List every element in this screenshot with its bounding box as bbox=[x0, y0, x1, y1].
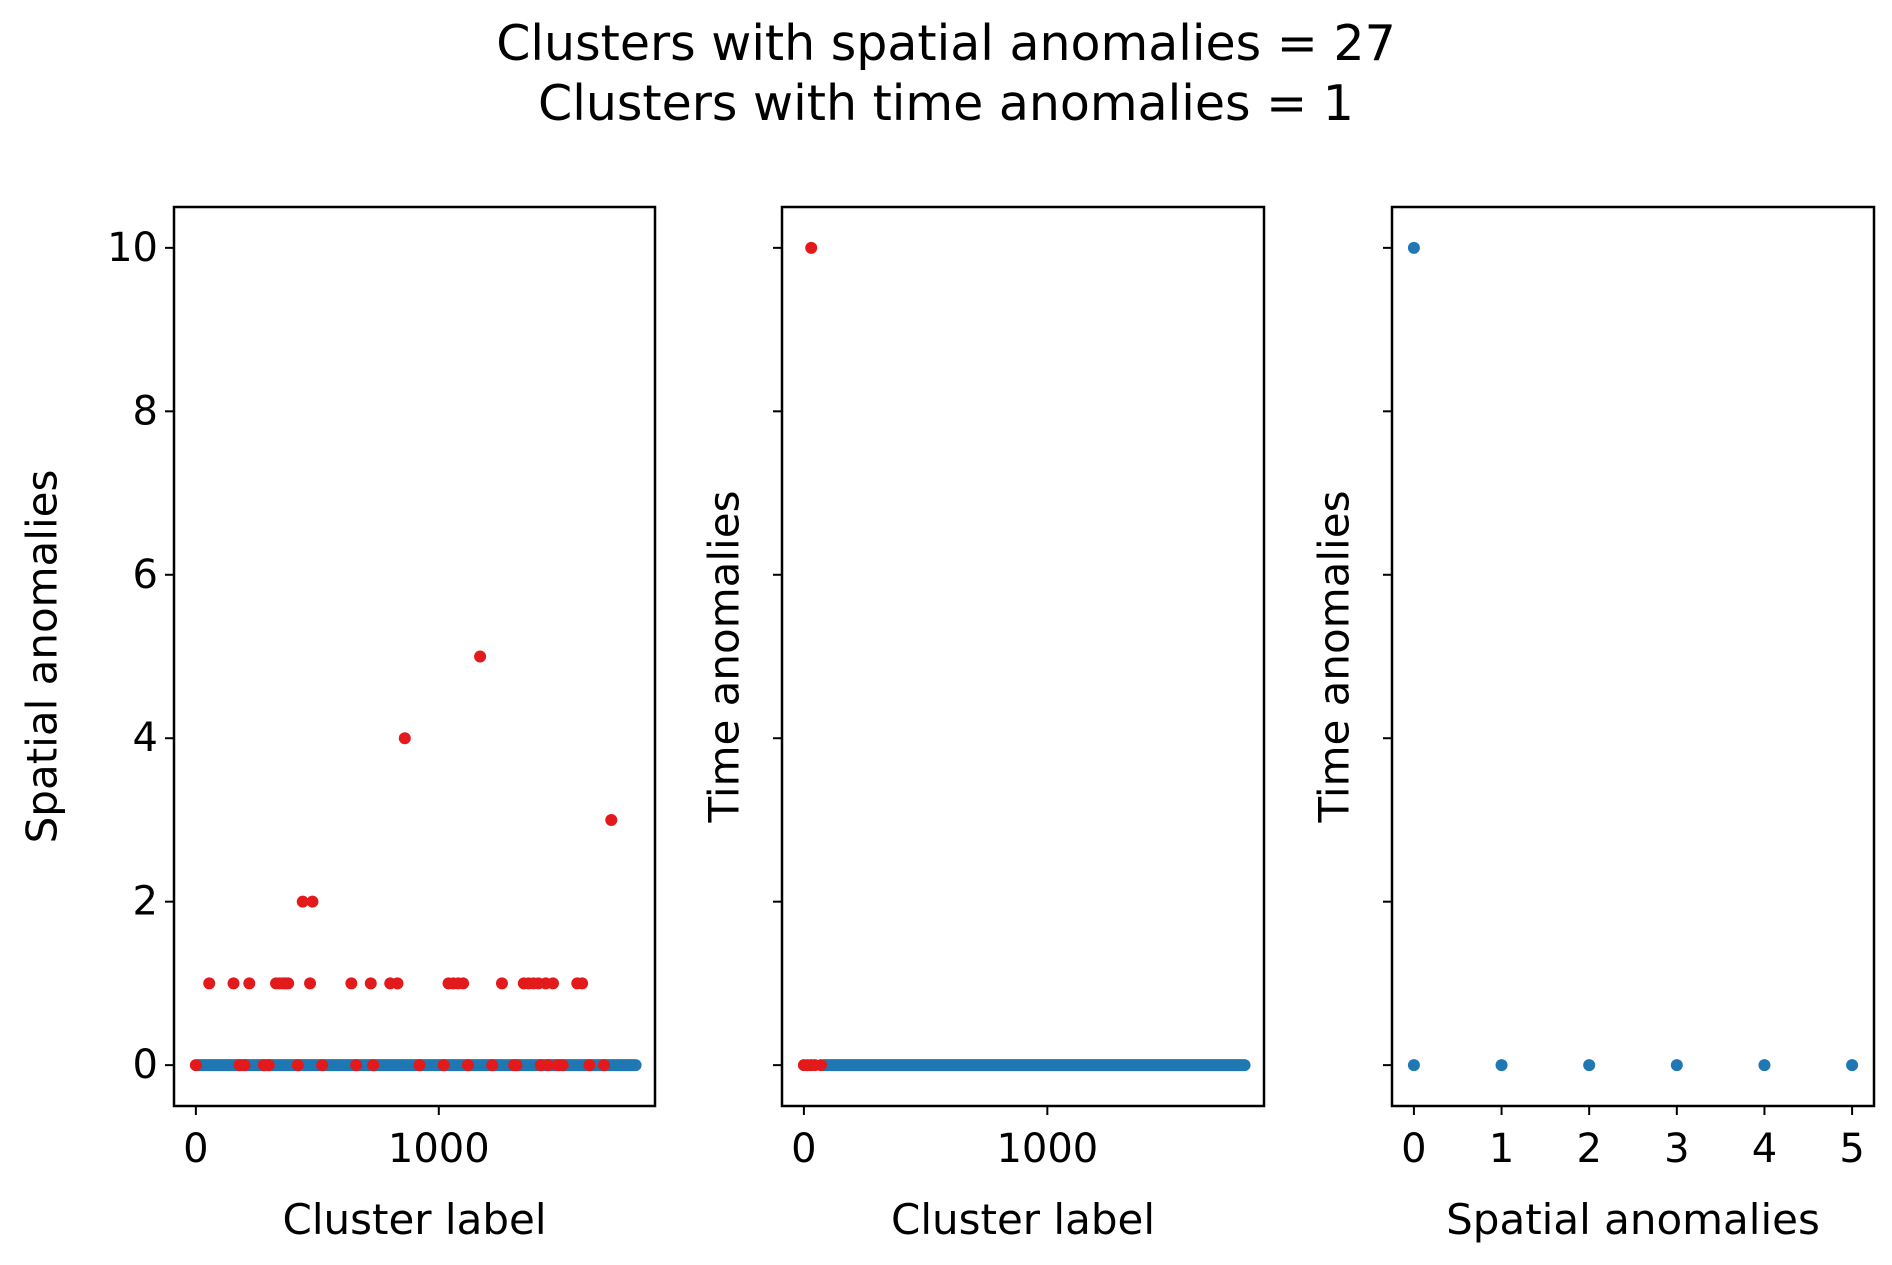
data-point bbox=[1670, 1059, 1683, 1072]
subplot-1: 0 2 4 6 8 10 0 1000 Cluster label Spatial anomali… bbox=[18, 205, 657, 1244]
x-tick-label: 1000 bbox=[388, 1126, 490, 1172]
data-point bbox=[367, 1059, 380, 1072]
data-point bbox=[1583, 1059, 1596, 1072]
subplot-3: 0 1 2 3 4 5 Spatial anomalies Time anomalies bbox=[1310, 205, 1876, 1244]
data-point bbox=[437, 1059, 450, 1072]
axes-frame bbox=[780, 205, 1266, 1108]
data-point bbox=[391, 977, 404, 990]
y-tick-label: 6 bbox=[133, 552, 158, 598]
data-point bbox=[1407, 241, 1420, 254]
y-tick-label: 4 bbox=[133, 715, 158, 761]
data-point bbox=[495, 977, 508, 990]
data-point bbox=[350, 1059, 363, 1072]
data-point bbox=[1846, 1059, 1859, 1072]
title-line-2: Clusters with time anomalies = 1 bbox=[538, 75, 1354, 132]
data-point bbox=[510, 1059, 523, 1072]
data-point bbox=[583, 1059, 596, 1072]
y-axis-label: Time anomalies bbox=[1310, 491, 1359, 824]
data-point bbox=[814, 1059, 827, 1072]
data-point bbox=[291, 1059, 304, 1072]
data-point bbox=[805, 241, 818, 254]
data-point bbox=[576, 977, 589, 990]
x-tick-label: 1000 bbox=[996, 1126, 1098, 1172]
data-point bbox=[189, 1059, 202, 1072]
data-point bbox=[227, 977, 240, 990]
x-tick-label: 2 bbox=[1576, 1126, 1601, 1172]
x-axis-label: Cluster label bbox=[891, 1195, 1155, 1244]
x-tick-label: 0 bbox=[1401, 1126, 1426, 1172]
data-point bbox=[262, 1059, 275, 1072]
x-tick-label: 0 bbox=[791, 1126, 816, 1172]
data-point bbox=[461, 1059, 474, 1072]
y-tick-label: 2 bbox=[133, 879, 158, 925]
x-tick-label: 0 bbox=[183, 1126, 208, 1172]
data-point bbox=[1495, 1059, 1508, 1072]
data-point bbox=[1758, 1059, 1771, 1072]
title-line-1: Clusters with spatial anomalies = 27 bbox=[496, 15, 1396, 72]
y-tick-label: 10 bbox=[107, 225, 158, 271]
data-point bbox=[238, 1059, 251, 1072]
x-tick-label: 5 bbox=[1839, 1126, 1864, 1172]
x-axis-label: Spatial anomalies bbox=[1446, 1195, 1820, 1244]
y-tick-label: 0 bbox=[133, 1042, 158, 1088]
data-point bbox=[542, 1059, 555, 1072]
y-axis-label: Time anomalies bbox=[700, 491, 749, 824]
data-point bbox=[364, 977, 377, 990]
subplot-2: 0 1000 Cluster label Time anomalies bbox=[700, 205, 1266, 1244]
data-point bbox=[296, 895, 309, 908]
data-point bbox=[556, 1059, 569, 1072]
data-point bbox=[282, 977, 295, 990]
data-point bbox=[398, 732, 411, 745]
figure-title: Clusters with spatial anomalies = 27 Clu… bbox=[0, 14, 1892, 134]
y-axis-label: Spatial anomalies bbox=[18, 470, 67, 844]
x-axis-label: Cluster label bbox=[283, 1195, 547, 1244]
data-point bbox=[243, 977, 256, 990]
y-tick-label: 8 bbox=[133, 388, 158, 434]
data-point bbox=[203, 977, 216, 990]
data-point bbox=[306, 895, 319, 908]
data-point bbox=[457, 977, 470, 990]
x-tick-label: 4 bbox=[1752, 1126, 1777, 1172]
data-point bbox=[1407, 1059, 1420, 1072]
data-point bbox=[413, 1059, 426, 1072]
data-point bbox=[486, 1059, 499, 1072]
x-tick-label: 1 bbox=[1489, 1126, 1514, 1172]
data-point bbox=[597, 1059, 610, 1072]
data-point bbox=[345, 977, 358, 990]
data-point bbox=[304, 977, 317, 990]
axes-frame bbox=[172, 205, 657, 1108]
data-point bbox=[605, 813, 618, 826]
x-tick-label: 3 bbox=[1664, 1126, 1689, 1172]
axes-frame bbox=[1390, 205, 1876, 1108]
data-point bbox=[474, 650, 487, 663]
data-point bbox=[316, 1059, 329, 1072]
data-point bbox=[546, 977, 559, 990]
